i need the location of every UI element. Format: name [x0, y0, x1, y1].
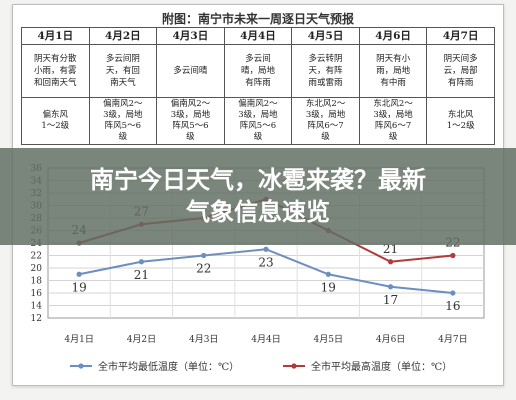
wind-cell: 东北风2～ 3级，局地 阵风6～7 级	[291, 97, 360, 145]
headline-banner: 南宁今日天气，冰雹来袭？最新 气象信息速览	[0, 148, 516, 245]
weather-cell: 阴天有分散小雨，有雾和回南天气	[21, 44, 90, 98]
y-tick-label: 18	[31, 277, 43, 287]
weather-line: 天，有阵	[308, 66, 343, 76]
data-point	[450, 252, 456, 259]
wind-line: 3级，局地	[238, 110, 278, 120]
y-tick-label: 14	[31, 302, 43, 312]
x-tick-label: 4月1日	[64, 334, 93, 345]
weather-line: 阴天有分散	[34, 54, 77, 64]
weather-line: 雨，局地	[376, 66, 411, 76]
wind-cell: 偏南风2～ 3级，局地 阵风5～6 级	[88, 97, 158, 145]
data-label: 22	[196, 262, 211, 276]
headline-line-2: 气象信息速览	[186, 198, 330, 226]
wind-line: 级	[388, 132, 398, 142]
weather-cell: 多云间晴	[156, 44, 225, 98]
date-row: 4月1日 4月2日 4月3日 4月4日 4月5日 4月6日 4月7日	[21, 27, 495, 45]
data-point	[263, 246, 269, 252]
data-point	[387, 284, 394, 290]
wind-line: 东北风2～	[373, 99, 413, 109]
data-label: 21	[383, 242, 398, 256]
wind-cell: 东北风2～ 3级，局地 阵风6～7 级	[358, 97, 428, 145]
weather-line: 多云间阴	[105, 54, 140, 64]
weather-line: 有阵雨	[447, 78, 474, 88]
weather-line: 多云转阴	[308, 54, 343, 64]
x-tick-label: 4月2日	[127, 334, 156, 345]
data-point	[76, 271, 82, 277]
wind-line: 3级，局地	[373, 110, 413, 120]
legend-marker	[291, 363, 297, 369]
wind-cell: 偏南风2～ 3级，局地 阵风5～6 级	[223, 97, 293, 145]
headline-line-1: 南宁今日天气，冰雹来袭？最新	[90, 166, 426, 194]
wind-cell: 偏南风2～ 3级，局地 阵风5～6 级	[156, 97, 225, 145]
x-tick-label: 4月5日	[314, 334, 343, 345]
weather-cell: 多云间晴，局地有阵雨	[223, 44, 293, 98]
x-tick-label: 4月6日	[376, 334, 405, 345]
wind-line: 东北风2～	[305, 99, 346, 109]
x-tick-label: 4月3日	[189, 334, 218, 345]
figure-title: 附图：南宁市未来一周逐日天气预报	[161, 12, 354, 26]
weather-line: 和回南天气	[34, 78, 77, 88]
data-label: 19	[72, 280, 87, 294]
wind-line: 偏南风2～	[238, 99, 278, 109]
wind-line: 3级，局地	[305, 110, 346, 120]
weather-line: 多云间	[245, 54, 271, 64]
data-label: 21	[134, 268, 149, 282]
legend-label: 全市平均最低温度（单位：℃）	[98, 360, 239, 373]
data-point	[387, 259, 394, 265]
x-tick-label: 4月7日	[438, 334, 467, 345]
data-point	[201, 252, 207, 259]
weather-cell: 阴天间多云，局部有阵雨	[426, 44, 495, 98]
wind-line: 阵风5～6	[172, 121, 209, 131]
x-tick-label: 4月4日	[251, 334, 280, 345]
wind-line: 阵风5～6	[104, 121, 141, 131]
date-cell: 4月4日	[223, 27, 293, 45]
data-point	[138, 259, 145, 265]
wind-line: 阵风5～6	[239, 121, 277, 131]
data-label: 23	[258, 255, 273, 269]
date-cell: 4月1日	[21, 27, 90, 45]
date-cell: 4月5日	[291, 27, 360, 45]
wind-line: 阵风6～7	[307, 121, 344, 131]
wind-line: 偏东风	[42, 110, 69, 120]
wind-line: 阵风6～7	[374, 121, 412, 131]
weather-line: 晴，局地	[240, 66, 275, 76]
weather-line: 小雨，有雾	[34, 66, 77, 76]
data-label: 16	[445, 299, 460, 313]
wind-line: 东北风	[447, 110, 474, 120]
weather-line: 雨或雷雨	[308, 78, 343, 88]
weather-line: 南天气	[110, 78, 136, 88]
wind-line: 级	[253, 132, 263, 142]
weather-line: 云，局部	[443, 66, 478, 76]
weather-line: 有中雨	[380, 78, 406, 88]
legend-label: 全市平均最高温度（单位：℃）	[311, 360, 452, 373]
wind-line: 1～2级	[446, 121, 475, 131]
legend-marker	[78, 363, 84, 369]
data-point	[450, 290, 456, 296]
data-label: 17	[383, 293, 398, 307]
y-tick-label: 20	[31, 264, 43, 274]
wind-line: 1～2级	[41, 121, 70, 131]
wind-row: 偏东风 1～2级 偏南风2～ 3级，局地 阵风5～6 级 偏南风2～ 3级，局地 阵风5～6…	[21, 97, 495, 145]
weather-line: 天，有回	[105, 66, 140, 76]
y-tick-label: 12	[31, 314, 42, 324]
weather-line: 有阵雨	[245, 78, 271, 88]
wind-line: 偏南风2～	[103, 99, 143, 109]
weather-line: 阴天间多	[443, 54, 478, 64]
wind-line: 3级，局地	[170, 110, 211, 120]
wind-line: 3级，局地	[103, 110, 143, 120]
weather-cell: 阴天有小雨，局地有中雨	[358, 44, 428, 98]
forecast-table: 4月1日 4月2日 4月3日 4月4日 4月5日 4月6日 4月7日 阴天有分散…	[21, 27, 495, 145]
wind-cell: 东北风 1～2级	[426, 97, 495, 145]
weather-line: 阴天有小	[376, 54, 411, 64]
data-label: 19	[321, 280, 336, 294]
wind-line: 级	[186, 132, 195, 142]
data-point	[325, 271, 331, 277]
wind-line: 偏南风2～	[170, 99, 211, 109]
wind-line: 级	[321, 132, 330, 142]
weather-line: 多云间晴	[173, 66, 208, 76]
wind-line: 级	[118, 132, 128, 142]
wind-cell: 偏东风 1～2级	[21, 97, 90, 145]
y-tick-label: 22	[31, 252, 42, 262]
y-tick-label: 16	[31, 289, 43, 299]
